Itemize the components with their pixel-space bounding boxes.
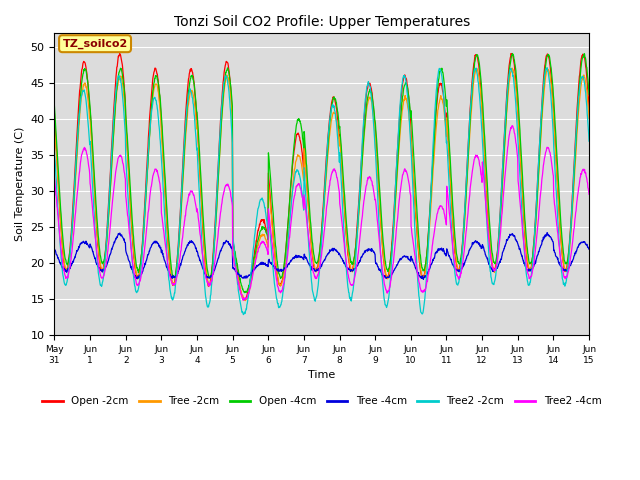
Tree2 -4cm [475,156,483,162]
Tree -2cm [241,298,249,303]
Tree2 -4cm [51,175,58,181]
Tree2 -2cm [229,236,237,241]
Open -2cm [170,282,177,288]
Line: Tree2 -2cm: Tree2 -2cm [54,68,589,314]
Open -2cm [405,97,413,103]
Open -4cm [156,96,164,102]
Tree -4cm [522,264,530,270]
Open -2cm [522,250,530,256]
Tree -2cm [156,109,164,115]
Open -4cm [585,91,593,97]
Tree2 -4cm [170,282,177,288]
Open -4cm [170,273,177,278]
Line: Open -2cm: Open -2cm [54,53,589,300]
Open -4cm [475,58,483,63]
Tree2 -4cm [522,263,530,268]
Open -4cm [229,239,237,245]
Tree -4cm [419,276,427,282]
Tree -4cm [585,246,593,252]
Tree2 -2cm [522,267,530,273]
Tree -2cm [522,246,530,252]
Tree -4cm [229,265,237,271]
Tree -2cm [170,282,177,288]
Line: Tree -2cm: Tree -2cm [54,68,589,300]
Open -4cm [405,95,413,100]
Tree -2cm [229,250,237,255]
X-axis label: Time: Time [308,370,335,380]
Tree2 -4cm [156,185,164,191]
Tree -2cm [508,65,516,71]
Text: TZ_soilco2: TZ_soilco2 [63,38,127,49]
Tree2 -2cm [585,138,593,144]
Line: Tree -4cm: Tree -4cm [54,233,589,279]
Tree2 -4cm [229,254,237,260]
Y-axis label: Soil Temperature (C): Soil Temperature (C) [15,127,25,241]
Tree -4cm [170,275,177,280]
Open -2cm [51,110,58,116]
Line: Open -4cm: Open -4cm [54,53,589,293]
Tree2 -2cm [239,312,247,317]
Open -2cm [585,105,593,111]
Tree -4cm [475,240,483,246]
Tree -2cm [475,72,483,78]
Tree2 -2cm [405,110,413,116]
Open -2cm [156,103,164,108]
Tree2 -4cm [405,179,413,185]
Open -2cm [241,297,249,303]
Open -4cm [241,290,248,296]
Tree2 -2cm [475,84,483,90]
Tree2 -4cm [239,298,247,303]
Open -4cm [51,103,58,108]
Tree2 -2cm [156,138,164,144]
Title: Tonzi Soil CO2 Profile: Upper Temperatures: Tonzi Soil CO2 Profile: Upper Temperatur… [173,15,470,29]
Line: Tree2 -4cm: Tree2 -4cm [54,126,589,300]
Tree2 -2cm [170,296,177,301]
Tree -4cm [543,230,551,236]
Tree -4cm [51,246,58,252]
Tree -2cm [585,116,593,121]
Open -4cm [509,50,516,56]
Legend: Open -2cm, Tree -2cm, Open -4cm, Tree -4cm, Tree2 -2cm, Tree2 -4cm: Open -2cm, Tree -2cm, Open -4cm, Tree -4… [38,392,605,410]
Open -2cm [229,241,237,247]
Tree -4cm [156,245,164,251]
Tree2 -4cm [508,123,516,129]
Open -2cm [507,50,515,56]
Tree2 -2cm [543,65,551,71]
Open -2cm [475,62,483,68]
Tree2 -4cm [585,192,593,197]
Tree2 -2cm [51,147,58,153]
Tree -4cm [404,257,412,263]
Tree -2cm [51,121,58,127]
Open -4cm [522,234,530,240]
Tree -2cm [405,110,413,116]
